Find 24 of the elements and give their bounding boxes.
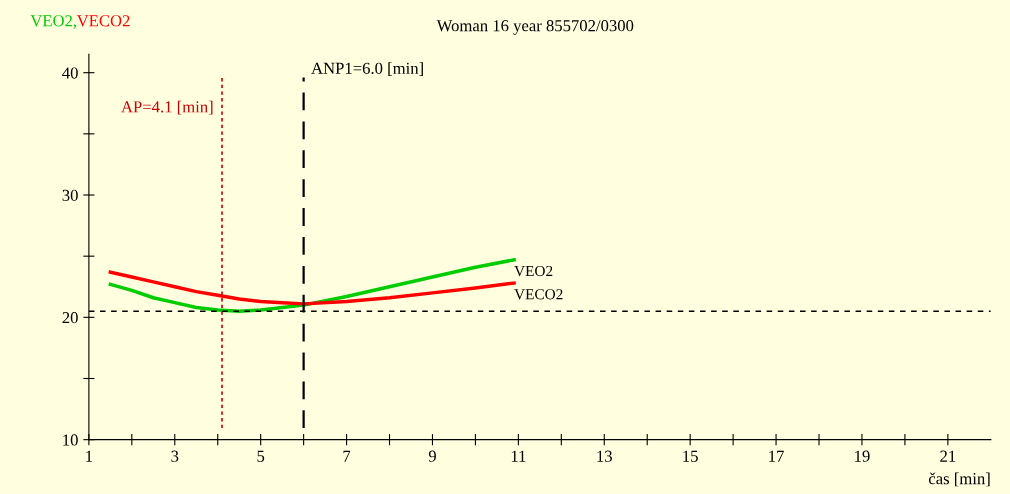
x-tick-label: 19 (855, 450, 870, 462)
series-label: VECO2 (514, 289, 563, 300)
x-tick-label: 15 (683, 450, 698, 462)
y-tick-label: 20 (62, 312, 78, 324)
x-tick-label: 21 (940, 450, 956, 462)
y-tick-label: 30 (62, 189, 78, 201)
ref-line-label: ANP1=6.0 [min] (311, 62, 423, 76)
x-tick-label: 13 (597, 450, 612, 462)
line-series (108, 270, 516, 306)
x-tick-label: 1 (86, 450, 93, 462)
x-tick-label: 11 (511, 450, 526, 462)
ref-line-label: AP=4.1 [min] (121, 100, 213, 115)
y-tick-label: 10 (63, 434, 78, 446)
y-axis-title: VEO2,VECO2 (30, 15, 130, 29)
chart-title: Woman 16 year 855702/0300 (436, 20, 634, 35)
y-tick-label: 40 (62, 67, 78, 79)
x-tick-label: 9 (428, 450, 436, 462)
x-tick-label: 17 (769, 450, 784, 462)
x-tick-label: 5 (257, 450, 265, 462)
x-axis-title: čas [min] (928, 472, 990, 487)
x-tick-label: 3 (171, 450, 179, 462)
line-series (108, 258, 516, 313)
series-label: VEO2 (514, 265, 553, 277)
x-tick-label: 7 (343, 450, 351, 462)
